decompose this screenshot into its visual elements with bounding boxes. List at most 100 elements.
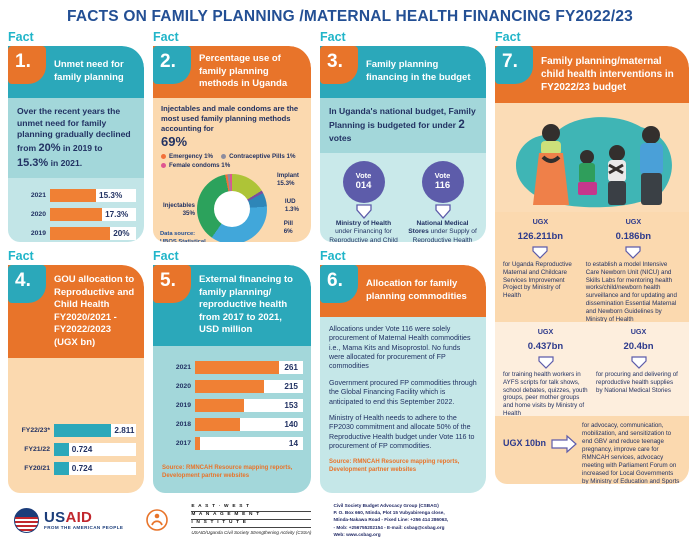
fact-7-card: Fact 7. Family planning/maternal child h… [495, 30, 689, 484]
fact-7-number-badge: 7. [495, 46, 533, 84]
fact-2-content: Injectables and male condoms are the mos… [153, 98, 311, 242]
bar-row: FY20/21 0.724 [16, 462, 136, 475]
bar-value-label: 261 [284, 363, 298, 373]
vote-116-block: Vote 116 National Medical Stores under S… [408, 160, 478, 242]
bar-row: 2018 140 [161, 418, 303, 432]
fact-5-header: 5. External financing to family planning… [153, 265, 311, 346]
bar-fill [195, 399, 245, 413]
bar-row: 2019 20% [16, 227, 136, 241]
fact-3-card: Fact 3. Family planning financing in the… [320, 30, 486, 242]
bar-row: 2020 17.3% [16, 208, 136, 222]
donut-label-injectables: Injectables 35% [163, 202, 195, 218]
fact-3-text-c: votes [329, 133, 352, 144]
column-1: Fact 1. Unmet need for family planning O… [8, 30, 144, 493]
bar-track: 17.3% [50, 208, 136, 222]
fact-1-text-c: in 2019 to [60, 142, 103, 153]
bar-category-label: 2020 [175, 383, 191, 391]
fact-5-card: Fact 5. External financing to family pla… [153, 249, 311, 493]
usaid-logo: USAID FROM THE AMERICAN PEOPLE [14, 507, 123, 533]
column-3: Fact 3. Family planning financing in the… [320, 30, 486, 493]
fact-7-body: 7. Family planning/maternal child health… [495, 46, 689, 484]
bar-value-label: 140 [284, 420, 298, 430]
fact-3-body: 3. Family planning financing in the budg… [320, 46, 486, 242]
bar-category-label: FY22/23* [21, 427, 50, 434]
fp-donut-hole [214, 191, 250, 228]
ugx-desc-126bn: for Uganda Reproductive Maternal and Chi… [503, 260, 572, 300]
ewmi-logo: E A S T · W E S T M A N A G E M E N T I … [191, 504, 312, 536]
vote-116-circle: Vote 116 [421, 160, 464, 203]
right-arrow-icon [551, 434, 577, 454]
fact-4-number-badge: 4. [8, 265, 46, 303]
bar-fill [54, 424, 112, 437]
fact-1-card: Fact 1. Unmet need for family planning O… [8, 30, 144, 242]
bar-row: 2020 215 [161, 380, 303, 394]
ewmi-line-2: M A N A G E M E N T [191, 512, 312, 521]
fact-4-card: Fact 4. GOU allocation to Reproductive a… [8, 249, 144, 493]
donut-label-iud: IUD 1.3% [284, 198, 299, 214]
fact-2-title: Percentage use of family planning method… [199, 53, 288, 90]
bar-value-label: 0.724 [71, 464, 93, 473]
ugx-item-10bn-label: UGX 10bn [503, 438, 547, 448]
legend-female-condoms: Female condoms 1% [161, 162, 230, 169]
bar-track: 15.3% [50, 189, 136, 203]
column-2: Fact 2. Percentage use of family plannin… [153, 30, 311, 493]
ugx-desc-0186bn: to establish a model Intensive Care Newb… [585, 260, 677, 324]
fact-7-section-a: UGX 126.211bn for Uganda Reproductive Ma… [495, 212, 689, 324]
fact-1-title: Unmet need for family planning [54, 59, 124, 83]
fact-2-card: Fact 2. Percentage use of family plannin… [153, 30, 311, 242]
bar-track: 0.724 [54, 462, 136, 475]
legend-contraceptive-pills: Contraceptive Pills 1% [221, 153, 295, 160]
bar-fill [54, 462, 69, 475]
donut-legend: Emergency 1% Contraceptive Pills 1% Fema… [161, 153, 303, 169]
contact-line-1: Civil Society Budget Advocacy Group (CSB… [333, 503, 439, 509]
fact-7-illustration-zone [495, 103, 689, 212]
fact-3-text: In Uganda's national budget, Family Plan… [320, 98, 486, 153]
legend-emergency: Emergency 1% [161, 153, 213, 160]
usaid-emblem-icon [14, 507, 39, 533]
family-illustration [515, 117, 672, 208]
bar-fill [195, 380, 265, 394]
bar-fill [54, 443, 69, 456]
donut-label-pill: Pill 6% [283, 220, 293, 236]
bar-category-label: 2021 [30, 192, 46, 200]
fact-3-votes: Vote 014 Ministry of Health under Financ… [320, 152, 486, 242]
bar-row: 2021 15.3% [16, 189, 136, 203]
fact-2-number-badge: 2. [153, 46, 191, 84]
fact-3-number-badge: 3. [320, 46, 358, 84]
column-4: Fact 7. Family planning/maternal child h… [495, 30, 689, 484]
bar-value-label: 2.811 [114, 426, 135, 435]
bar-value-label: 15.3% [99, 191, 123, 201]
ugx-desc-10bn: for advocacy, communication, mobilizatio… [582, 422, 680, 484]
fact-1-word: Fact [8, 30, 34, 44]
ugx-item-0437bn: UGX 0.437bn for training health workers … [503, 327, 588, 418]
contact-line-3: Ntinda-Nakawa Road - Fixed Line: +256 41… [333, 517, 449, 523]
fact-6-title: Allocation for family planning commoditi… [366, 278, 467, 302]
vote-014-circle: Vote 014 [342, 160, 385, 203]
fact-6-paragraph-1: Allocations under Vote 116 were solely p… [329, 325, 471, 371]
bar-category-label: 2020 [30, 211, 46, 219]
fact-3-title: Family planning financing in the budget [366, 59, 471, 83]
fact-6-body: 6. Allocation for family planning commod… [320, 265, 486, 493]
fact-5-number-badge: 5. [153, 265, 191, 303]
fact-4-word: Fact [8, 249, 34, 263]
fact-1-text-a: Over the recent years the unmet need for… [17, 106, 131, 153]
bar-value-label: 14 [288, 439, 298, 449]
fact-4-body: 4. GOU allocation to Reproductive and Ch… [8, 265, 144, 493]
fact-7-title: Family planning/maternal child health in… [541, 55, 674, 94]
vote-116-text: National Medical Stores under Supply of … [408, 219, 477, 242]
bar-fill [195, 418, 241, 432]
fact-columns: Fact 1. Unmet need for family planning O… [0, 30, 700, 493]
bar-row: FY22/23* 2.811 [16, 424, 136, 437]
bar-track: 215 [195, 380, 303, 394]
fact-6-word: Fact [320, 249, 346, 263]
bar-fill [50, 208, 103, 222]
bar-row: 2021 261 [161, 361, 303, 375]
vote-014-block: Vote 014 Ministry of Health under Financ… [329, 160, 399, 242]
bar-category-label: 2019 [30, 230, 46, 238]
fact-3-text-a: In Uganda's national budget, Family Plan… [329, 106, 476, 130]
bar-track: 0.724 [54, 443, 136, 456]
fact-2-data-source: Data source: UBOS Statistical Abstract 2… [160, 231, 206, 242]
ugx-item-0186bn: UGX 0.186bn to establish a model Intensi… [585, 217, 681, 324]
